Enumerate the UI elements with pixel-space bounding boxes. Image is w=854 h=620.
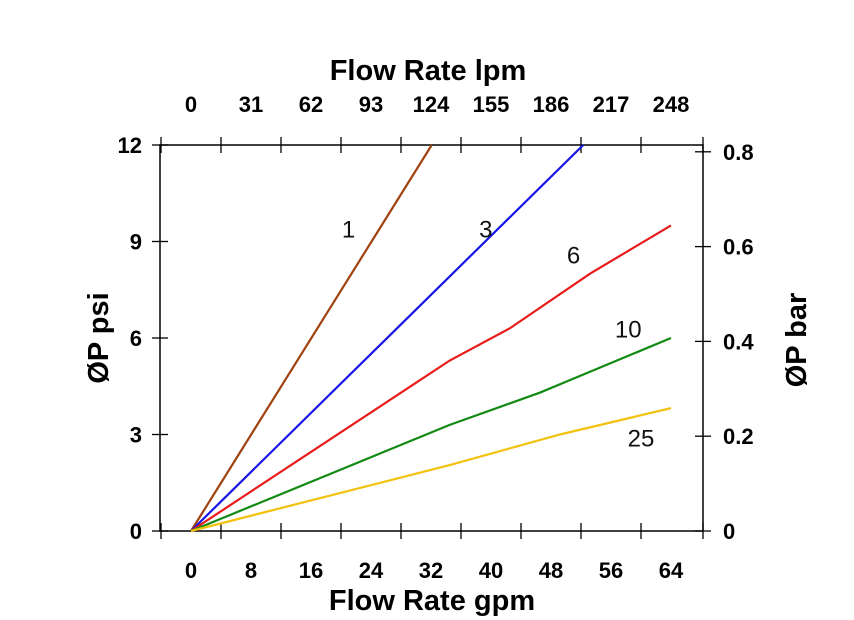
series-label-3: 3 bbox=[479, 217, 492, 244]
series-label-10: 10 bbox=[615, 316, 642, 343]
bottom-tick-label: 56 bbox=[599, 558, 623, 583]
bottom-tick-label: 0 bbox=[185, 558, 197, 583]
top-axis-title: Flow Rate lpm bbox=[330, 55, 527, 87]
right-tick-label: 0.6 bbox=[723, 235, 754, 260]
series-line-3 bbox=[190, 144, 585, 532]
right-tick-label: 0.2 bbox=[723, 424, 754, 449]
series-label-1: 1 bbox=[342, 217, 355, 244]
bottom-tick-label: 32 bbox=[419, 558, 443, 583]
right-tick-label: 0.4 bbox=[723, 329, 754, 354]
bottom-tick-label: 24 bbox=[359, 558, 384, 583]
series-line-25 bbox=[190, 407, 672, 533]
left-tick-label: 0 bbox=[130, 519, 142, 544]
series-label-25: 25 bbox=[628, 426, 655, 453]
left-axis-title: ØP psi bbox=[83, 292, 115, 383]
right-tick-label: 0 bbox=[723, 519, 735, 544]
left-tick-label: 12 bbox=[118, 133, 142, 158]
top-tick-label: 217 bbox=[593, 92, 630, 117]
axes: 0 8 16 24 32 40 48 56 640 31 62 93 124 155 186 217 24803… bbox=[118, 92, 755, 583]
series-line-6 bbox=[190, 224, 672, 532]
series-line-1 bbox=[190, 144, 433, 532]
right-tick-label: 0.8 bbox=[723, 140, 754, 165]
bottom-tick-label: 16 bbox=[299, 558, 323, 583]
bottom-axis-title: Flow Rate gpm bbox=[329, 585, 535, 617]
right-axis-title: ØP bar bbox=[781, 293, 813, 388]
bottom-tick-label: 8 bbox=[245, 558, 257, 583]
left-tick-label: 3 bbox=[130, 423, 142, 448]
series-line-10 bbox=[190, 336, 672, 533]
left-tick-label: 6 bbox=[130, 326, 142, 351]
left-tick-label: 9 bbox=[130, 230, 142, 255]
bottom-tick-label: 48 bbox=[539, 558, 563, 583]
top-tick-label: 155 bbox=[473, 92, 510, 117]
series-group: 1 3 6 10 25 bbox=[190, 144, 672, 533]
series-label-6: 6 bbox=[567, 242, 580, 269]
top-tick-label: 93 bbox=[359, 92, 383, 117]
top-tick-label: 31 bbox=[239, 92, 263, 117]
top-tick-label: 62 bbox=[299, 92, 323, 117]
top-tick-label: 0 bbox=[185, 92, 197, 117]
top-tick-label: 124 bbox=[413, 92, 450, 117]
bottom-tick-label: 64 bbox=[659, 558, 684, 583]
bottom-tick-label: 40 bbox=[479, 558, 503, 583]
top-tick-label: 248 bbox=[653, 92, 690, 117]
top-tick-label: 186 bbox=[533, 92, 570, 117]
